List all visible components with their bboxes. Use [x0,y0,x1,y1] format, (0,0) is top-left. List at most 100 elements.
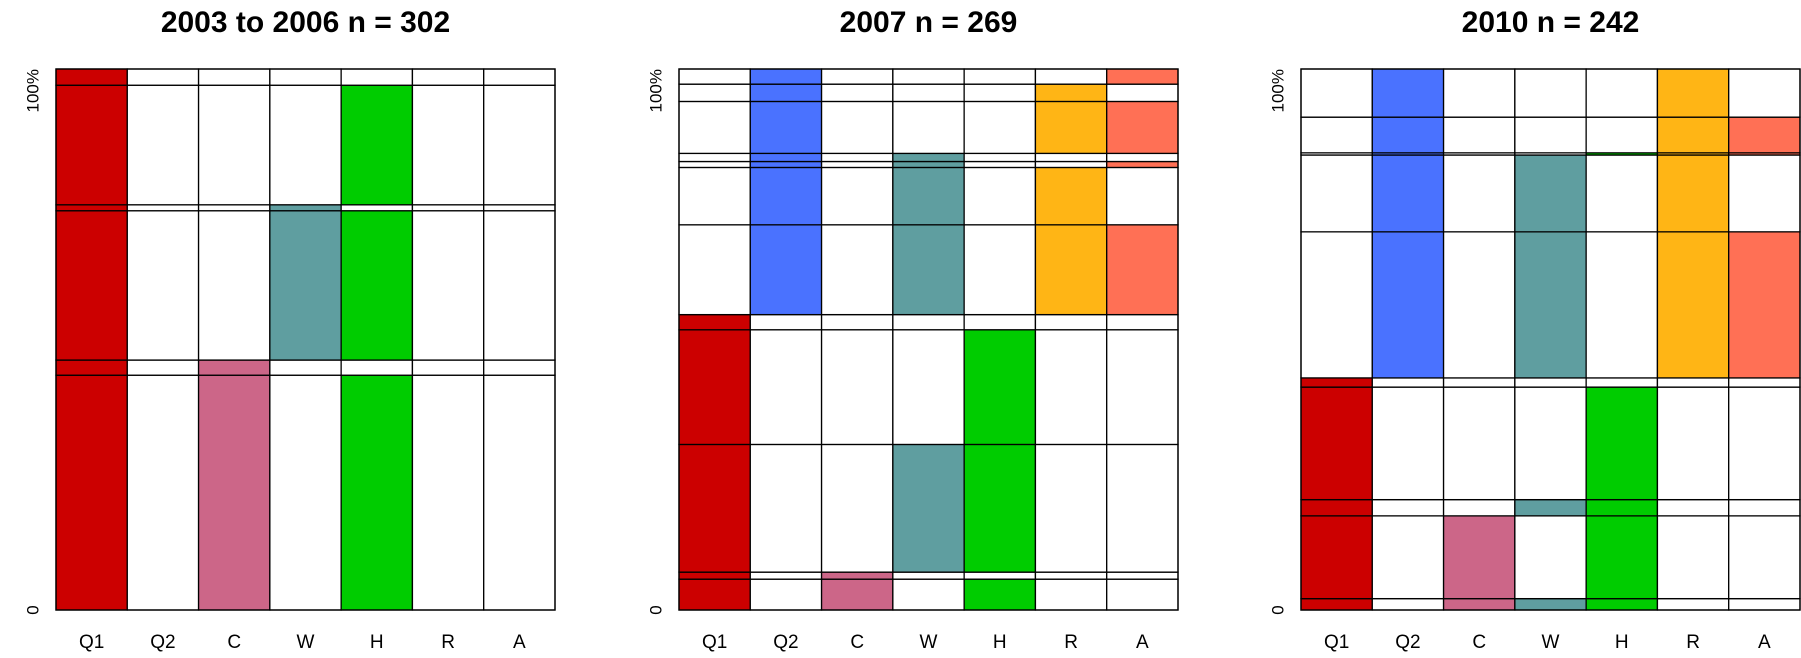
x-tick-label: H [1615,632,1629,653]
empty-cell [1656,597,1730,611]
filled-cell [55,84,128,206]
filled-cell [749,224,823,316]
empty-cell [126,204,200,212]
x-tick-label: A [1136,632,1149,653]
y-tick-label: 0 [23,605,42,614]
empty-cell [269,84,342,206]
empty-cell [1514,386,1587,501]
empty-cell [1371,498,1445,517]
filled-cell [1300,515,1373,600]
filled-cell [1106,100,1179,155]
empty-cell [1442,154,1516,233]
filled-cell [269,204,342,212]
empty-cell [483,210,556,361]
empty-cell [820,100,894,155]
empty-cell [411,359,485,376]
filled-cell [1514,154,1587,233]
filled-cell [1106,224,1179,316]
empty-cell [1728,386,1801,501]
filled-cell [678,571,751,580]
empty-cell [269,374,342,611]
empty-cell [1585,116,1659,154]
empty-cell [1585,377,1659,388]
empty-cell [963,83,1037,103]
empty-cell [820,329,894,446]
empty-cell [749,571,823,580]
filled-cell [340,84,414,206]
y-tick-label: 100% [646,69,665,112]
empty-cell [1585,68,1659,118]
empty-cell [1442,116,1516,154]
empty-cell [340,204,414,212]
x-tick-label: A [513,632,526,653]
x-tick-label: C [1472,632,1486,653]
panel-title: 2007 n = 269 [840,6,1018,39]
empty-cell [963,160,1037,169]
x-tick-label: Q1 [1324,632,1349,653]
empty-cell [126,210,200,361]
x-tick-label: A [1758,632,1771,653]
empty-cell [892,578,965,611]
filled-cell [1034,83,1108,103]
empty-cell [678,152,751,163]
empty-cell [892,571,965,580]
empty-cell [1656,498,1730,517]
empty-cell [1656,377,1730,388]
filled-cell [1300,597,1373,611]
x-tick-label: Q2 [773,632,798,653]
empty-cell [820,313,894,331]
empty-cell [1371,377,1445,388]
empty-cell [749,443,823,573]
empty-cell [197,84,271,206]
filled-cell [197,374,271,611]
empty-cell [1106,83,1179,103]
empty-cell [892,68,965,85]
empty-cell [1034,578,1108,611]
filled-cell [1300,386,1373,501]
filled-cell [340,374,414,611]
filled-cell [1300,377,1373,388]
filled-cell [1585,386,1659,501]
y-tick-label: 0 [646,605,665,614]
empty-cell [963,166,1037,226]
x-tick-label: R [441,632,455,653]
empty-cell [269,68,342,86]
empty-cell [126,68,200,86]
filled-cell [892,224,965,316]
empty-cell [749,329,823,446]
x-tick-label: Q1 [79,632,104,653]
filled-cell [197,359,271,376]
panel-title: 2003 to 2006 n = 302 [161,6,450,39]
empty-cell [963,100,1037,155]
filled-cell [1514,231,1587,379]
empty-cell [1300,116,1373,154]
plot-frame [678,68,1179,611]
empty-cell [1728,154,1801,233]
filled-cell [1034,166,1108,226]
empty-cell [820,68,894,85]
empty-cell [1106,571,1179,580]
empty-cell [892,83,965,103]
filled-cell [1442,515,1516,600]
empty-cell [1034,152,1108,163]
empty-cell [820,224,894,316]
empty-cell [820,83,894,103]
y-tick-label: 100% [1268,69,1287,112]
empty-cell [1728,498,1801,517]
empty-cell [678,166,751,226]
filled-cell [1728,116,1801,154]
empty-cell [1300,68,1373,118]
y-tick-label: 100% [23,69,42,112]
empty-cell [1371,515,1445,600]
empty-cell [1300,231,1373,379]
empty-cell [126,359,200,376]
empty-cell [483,374,556,611]
empty-cell [483,84,556,206]
empty-cell [340,68,414,86]
empty-cell [1034,313,1108,331]
x-tick-label: H [993,632,1007,653]
empty-cell [1728,515,1801,600]
filled-cell [55,374,128,611]
